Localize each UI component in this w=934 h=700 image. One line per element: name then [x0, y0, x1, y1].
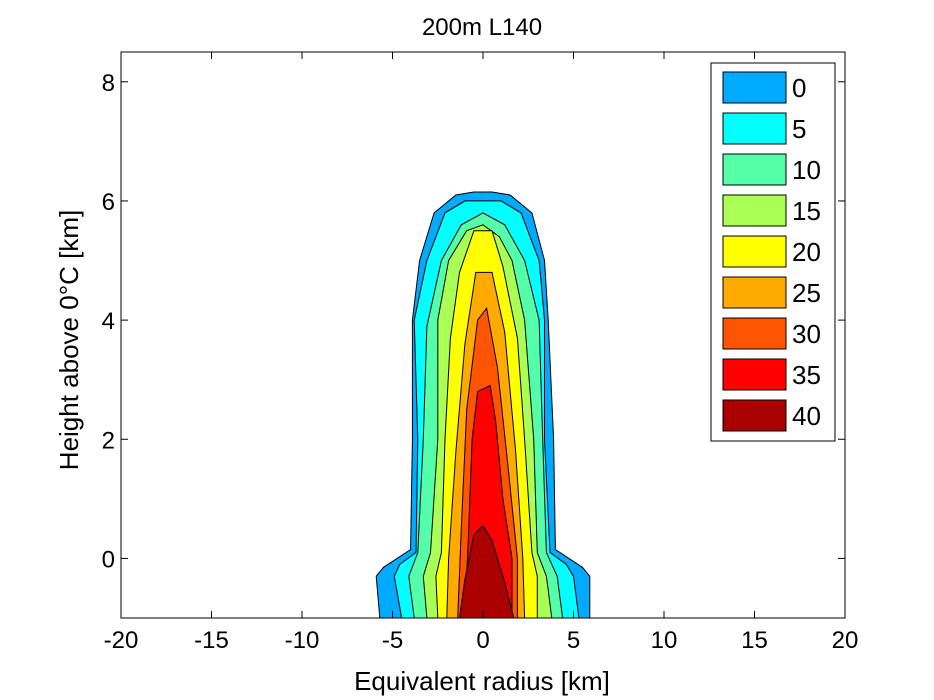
- x-axis-ticks: -20 -15 -10 -5 0 5 10 15 20: [104, 52, 859, 654]
- y-axis-label: Height above 0°C [km]: [54, 210, 84, 470]
- x-tick-label: 20: [832, 627, 859, 654]
- legend-swatch: [722, 399, 787, 432]
- y-tick-label: 6: [102, 189, 115, 216]
- legend-label: 5: [792, 114, 806, 144]
- y-tick-label: 2: [102, 427, 115, 454]
- legend-label: 40: [792, 401, 821, 431]
- y-tick-label: 4: [102, 308, 115, 335]
- x-tick-label: -20: [104, 627, 139, 654]
- legend-swatch: [722, 153, 787, 186]
- x-tick-label: -15: [194, 627, 229, 654]
- y-tick-label: 0: [102, 546, 115, 573]
- legend-swatch: [722, 71, 787, 104]
- legend-swatch: [722, 194, 787, 227]
- legend-label: 15: [792, 196, 821, 226]
- contour-region-40: [458, 524, 515, 619]
- legend-label: 35: [792, 360, 821, 390]
- legend-label: 20: [792, 237, 821, 267]
- legend-swatch: [722, 112, 787, 145]
- x-tick-label: 15: [741, 627, 768, 654]
- legend-label: 10: [792, 155, 821, 185]
- legend-label: 0: [792, 73, 806, 103]
- chart-title: 200m L140: [422, 14, 542, 41]
- x-tick-label: 5: [567, 627, 580, 654]
- y-axis-ticks: 0 2 4 6 8: [102, 70, 845, 573]
- x-tick-label: -5: [382, 627, 403, 654]
- legend-label: 30: [792, 319, 821, 349]
- x-axis-label: Equivalent radius [km]: [354, 666, 610, 696]
- legend: 0 5 10 15 20 25 30 35 40: [710, 62, 836, 442]
- legend-label: 25: [792, 278, 821, 308]
- y-tick-label: 8: [102, 70, 115, 97]
- legend-swatch: [722, 276, 787, 309]
- contour-fills: [375, 191, 591, 619]
- x-tick-label: 10: [651, 627, 678, 654]
- legend-swatch: [722, 235, 787, 268]
- x-tick-label: 0: [476, 627, 489, 654]
- legend-swatch: [722, 317, 787, 350]
- x-tick-label: -10: [285, 627, 320, 654]
- legend-swatch: [722, 358, 787, 391]
